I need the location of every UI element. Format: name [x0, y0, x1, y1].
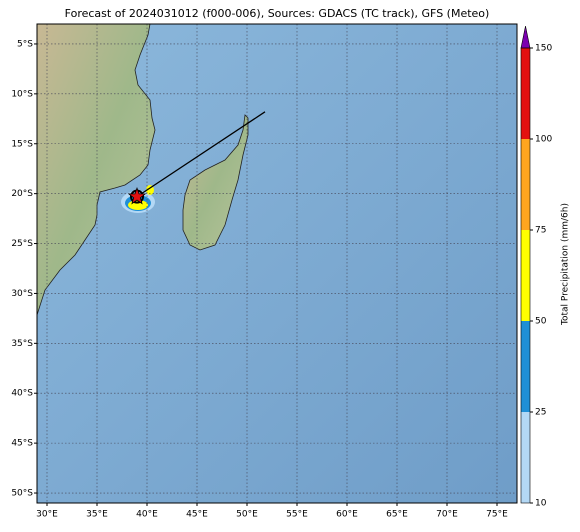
y-tick-label: 20°S — [11, 189, 33, 199]
y-tick-label: 15°S — [11, 139, 33, 149]
x-tick-label: 40°E — [136, 510, 158, 520]
y-tick-label: 30°S — [11, 289, 33, 299]
colorbar-segment — [521, 230, 530, 321]
colorbar-segment — [521, 321, 530, 412]
colorbar-segment — [521, 139, 530, 230]
x-tick-label: 55°E — [286, 510, 308, 520]
x-tick-label: 70°E — [436, 510, 458, 520]
colorbar-frame — [520, 47, 531, 504]
y-tick-label: 10°S — [11, 89, 33, 99]
x-tick-label: 75°E — [486, 510, 508, 520]
x-tick-label: 65°E — [386, 510, 408, 520]
colorbar-tick-label: 25 — [535, 408, 546, 418]
colorbar-label: Total Precipitation (mm/6h) — [561, 203, 571, 326]
y-tick-label: 25°S — [11, 239, 33, 249]
map-frame — [36, 23, 518, 504]
storm-position — [127, 186, 147, 205]
colorbar-segment — [521, 412, 530, 503]
x-tick-label: 45°E — [186, 510, 208, 520]
storm-track — [136, 111, 266, 198]
colorbar-tick-label: 50 — [535, 317, 547, 327]
colorbar-tick-label: 150 — [535, 44, 552, 54]
madagascar — [182, 114, 249, 251]
colorbar-tick-label: 10 — [535, 499, 547, 509]
africa — [36, 23, 156, 316]
y-tick-label: 40°S — [11, 389, 33, 399]
colorbar-tick-label: 75 — [535, 226, 546, 236]
y-tick-label: 35°S — [11, 339, 33, 349]
title: Forecast of 2024031012 (f000-006), Sourc… — [65, 7, 490, 20]
y-tick-label: 45°S — [11, 439, 33, 449]
x-tick-label: 50°E — [236, 510, 258, 520]
x-tick-label: 35°E — [86, 510, 108, 520]
y-tick-label: 5°S — [17, 39, 33, 49]
colorbar-segment — [521, 48, 530, 139]
colorbar-extend — [520, 25, 531, 49]
colorbar-tick-label: 100 — [535, 135, 552, 145]
x-tick-label: 30°E — [36, 510, 58, 520]
x-tick-label: 60°E — [336, 510, 358, 520]
y-tick-label: 50°S — [11, 489, 33, 499]
